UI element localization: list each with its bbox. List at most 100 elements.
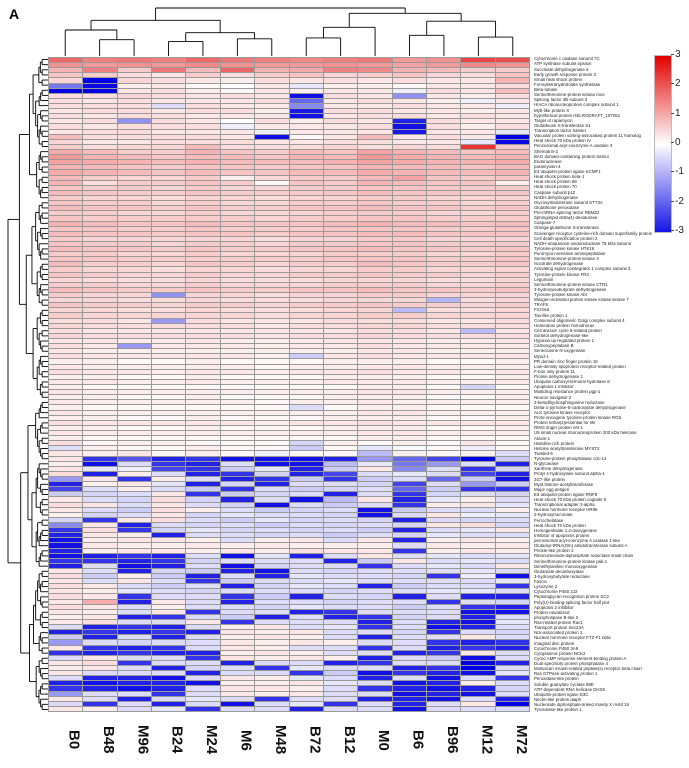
heatmap-cell — [289, 563, 323, 568]
heatmap-cell — [220, 88, 255, 93]
heatmap-cell — [323, 144, 358, 149]
heatmap-cell — [461, 660, 495, 666]
heatmap-cell — [83, 395, 117, 400]
heatmap-cell — [152, 139, 186, 144]
heatmap-cell — [461, 349, 495, 354]
heatmap-cell — [49, 78, 83, 83]
heatmap-cell — [426, 625, 461, 630]
heatmap-cell — [495, 333, 529, 339]
row-label: Heat shock protein beta-1 — [534, 174, 585, 180]
colorbar-gradient — [654, 55, 672, 233]
column-label: M12 — [478, 725, 496, 755]
heatmap-grid — [48, 57, 530, 712]
heatmap-cell — [49, 441, 83, 446]
heatmap-cell — [289, 303, 323, 308]
heatmap-cell — [255, 543, 289, 548]
heatmap-cell — [220, 379, 255, 384]
heatmap-cell — [289, 599, 323, 604]
heatmap-cell — [461, 221, 495, 226]
heatmap-cell — [426, 451, 461, 456]
row-label: Conserved oligomeric Golgi complex subun… — [534, 318, 625, 323]
heatmap-cell — [49, 88, 83, 93]
heatmap-cell — [392, 630, 426, 635]
heatmap-cell — [495, 231, 529, 236]
heatmap-cell — [186, 170, 220, 175]
heatmap-cell — [461, 241, 495, 247]
heatmap-cell — [495, 681, 529, 686]
heatmap-cell — [426, 241, 461, 247]
heatmap-cell — [426, 461, 461, 466]
heatmap-cell — [426, 548, 461, 553]
heatmap-cell — [358, 354, 392, 359]
heatmap-cell — [289, 676, 323, 681]
heatmap-cell — [461, 538, 495, 543]
row-label: Beta-tubulin — [534, 87, 558, 93]
heatmap-cell — [289, 558, 323, 563]
heatmap-cell — [117, 635, 152, 640]
heatmap-cell — [358, 441, 392, 446]
heatmap-cell — [358, 190, 392, 195]
heatmap-cell — [495, 558, 529, 563]
heatmap-cell — [49, 293, 83, 298]
heatmap-cell — [392, 68, 426, 73]
heatmap-cell — [220, 451, 255, 456]
heatmap-cell — [323, 134, 358, 139]
heatmap-cell — [426, 390, 461, 395]
heatmap-cell — [117, 364, 152, 369]
heatmap-cell — [392, 144, 426, 149]
heatmap-cell — [289, 144, 323, 149]
heatmap-cell — [461, 139, 495, 144]
heatmap-cell — [83, 139, 117, 144]
heatmap-cell — [186, 277, 220, 282]
heatmap-cell — [255, 645, 289, 650]
heatmap-cell — [117, 78, 152, 83]
heatmap-cell — [392, 226, 426, 231]
heatmap-cell — [358, 405, 392, 410]
heatmap-cell — [220, 201, 255, 206]
column-dendrogram — [64, 7, 514, 56]
heatmap-cell — [117, 323, 152, 328]
heatmap-cell — [220, 144, 255, 149]
heatmap-cell — [220, 686, 255, 691]
heatmap-cell — [289, 487, 323, 492]
heatmap-cell — [461, 144, 495, 149]
heatmap-cell — [495, 206, 529, 211]
heatmap-cell — [186, 63, 220, 68]
heatmap-cell — [117, 655, 152, 660]
heatmap-cell — [289, 589, 323, 594]
heatmap-cell — [117, 313, 152, 318]
heatmap-cell — [117, 282, 152, 287]
heatmap-cell — [117, 502, 152, 507]
heatmap-cell — [117, 620, 152, 625]
heatmap-cell — [83, 103, 117, 109]
heatmap-cell — [49, 190, 83, 195]
heatmap-cell — [220, 323, 255, 328]
heatmap-cell — [323, 487, 358, 492]
heatmap-cell — [426, 211, 461, 216]
heatmap-cell — [289, 333, 323, 339]
heatmap-cell — [323, 594, 358, 599]
heatmap-cell — [358, 446, 392, 451]
heatmap-cell — [289, 201, 323, 206]
heatmap-cell — [83, 482, 117, 487]
heatmap-cell — [461, 574, 495, 579]
heatmap-cell — [461, 533, 495, 538]
row-label: Nectin-like protein diaph — [534, 697, 582, 702]
heatmap-cell — [186, 640, 220, 645]
heatmap-cell — [323, 528, 358, 533]
heatmap-cell — [358, 430, 392, 436]
heatmap-cell — [255, 604, 289, 609]
heatmap-cell — [83, 563, 117, 568]
heatmap-cell — [220, 114, 255, 119]
heatmap-cell — [323, 415, 358, 420]
heatmap-cell — [186, 548, 220, 553]
heatmap-cell — [83, 231, 117, 236]
heatmap-cell — [83, 73, 117, 78]
heatmap-cell — [83, 522, 117, 528]
heatmap-cell — [220, 405, 255, 410]
heatmap-cell — [117, 149, 152, 155]
heatmap-cell — [323, 83, 358, 88]
heatmap-cell — [49, 528, 83, 533]
heatmap-cell — [323, 630, 358, 635]
heatmap-cell — [83, 78, 117, 83]
